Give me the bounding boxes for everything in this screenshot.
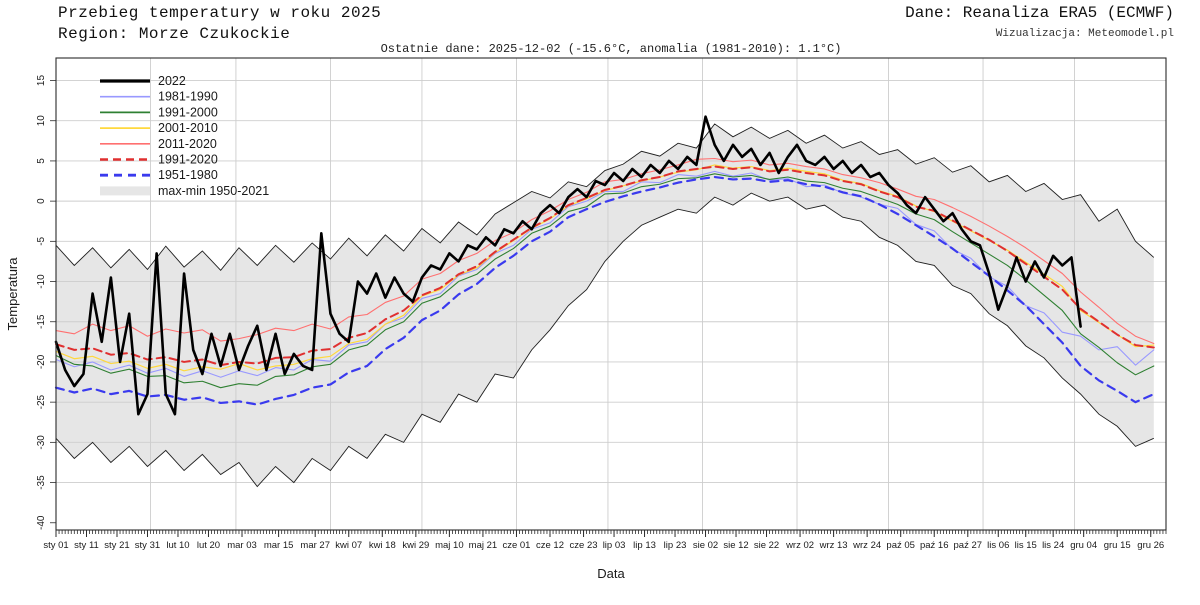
- y-tick-label: -20: [36, 354, 47, 369]
- region-subtitle: Region: Morze Czukockie: [58, 25, 291, 43]
- x-tick-label: cze 01: [502, 540, 530, 551]
- x-tick-label: kwi 07: [335, 540, 362, 551]
- series-layer: [54, 115, 1155, 416]
- x-tick-label: wrz 24: [852, 540, 881, 551]
- x-tick-label: sty 11: [74, 540, 99, 551]
- x-tick-label: cze 12: [536, 540, 564, 551]
- x-tick-label: cze 23: [570, 540, 598, 551]
- x-tick-label: lis 24: [1042, 540, 1064, 551]
- x-tick-label: paź 16: [920, 540, 949, 551]
- axis-ticks: [50, 80, 1167, 537]
- max-min-band: [56, 123, 1154, 487]
- y-tick-label: -15: [36, 314, 47, 329]
- grid-layer: [56, 58, 1166, 530]
- x-tick-label: wrz 02: [785, 540, 814, 551]
- series-line-1991-2020: [55, 165, 1155, 367]
- legend-item-label: 2011-2020: [158, 137, 217, 151]
- legend-item-label: 1991-2000: [158, 105, 218, 119]
- x-axis-label: Data: [597, 566, 625, 581]
- visualization-credit: Wizualizacja: Meteomodel.pl: [995, 28, 1174, 40]
- x-tick-label: mar 15: [264, 540, 294, 551]
- x-tick-label: sty 31: [135, 540, 160, 551]
- y-tick-label: -35: [36, 475, 47, 490]
- y-axis-label: Temperatura: [5, 257, 20, 331]
- y-tick-label: 0: [36, 198, 47, 204]
- last-data-subtitle: Ostatnie dane: 2025-12-02 (-15.6°C, anom…: [380, 42, 842, 56]
- x-tick-label: kwi 29: [402, 540, 429, 551]
- x-tick-label: sty 21: [104, 540, 129, 551]
- legend-item-label: 1951-1980: [158, 168, 218, 182]
- y-tick-label: -5: [36, 236, 47, 245]
- y-tick-label: -30: [36, 435, 47, 450]
- x-tick-label: sie 02: [693, 540, 718, 551]
- x-tick-label: gru 04: [1070, 540, 1097, 551]
- x-tick-label: sie 22: [754, 540, 779, 551]
- x-tick-label: lis 15: [1015, 540, 1037, 551]
- y-tick-label: -40: [36, 515, 47, 530]
- x-tick-label: lut 10: [166, 540, 189, 551]
- series-line-1951-1980: [54, 175, 1155, 406]
- legend-item-label: 1991-2020: [158, 153, 218, 167]
- y-tick-label: 15: [36, 75, 47, 87]
- x-tick-label: mar 27: [300, 540, 330, 551]
- x-tick-label: mar 03: [227, 540, 257, 551]
- data-source-label: Dane: Reanaliza ERA5 (ECMWF): [905, 4, 1174, 22]
- series-line-2011-2020: [55, 157, 1155, 345]
- x-tick-label: paź 05: [886, 540, 915, 551]
- x-tick-label: lip 13: [633, 540, 656, 551]
- x-tick-label: gru 26: [1137, 540, 1164, 551]
- x-tick-label: lip 03: [603, 540, 626, 551]
- legend-item-label: 1981-1990: [158, 90, 218, 104]
- y-tick-label: -10: [36, 274, 47, 289]
- band-min-line: [55, 192, 1154, 488]
- x-tick-label: maj 10: [435, 540, 464, 551]
- series-line-1991-2000: [55, 173, 1155, 389]
- x-tick-label: kwi 18: [369, 540, 396, 551]
- chart-title: Przebieg temperatury w roku 2025: [58, 4, 382, 22]
- y-tick-label: 10: [36, 115, 47, 127]
- x-tick-label: sty 01: [43, 540, 68, 551]
- legend-band-sample: [100, 186, 150, 196]
- x-tick-label: wrz 13: [819, 540, 848, 551]
- x-tick-label: lis 06: [987, 540, 1009, 551]
- x-tick-label: gru 15: [1104, 540, 1131, 551]
- x-tick-label: paź 27: [954, 540, 983, 551]
- series-line-2022: [54, 115, 1082, 416]
- x-tick-label: lip 23: [664, 540, 687, 551]
- band-max-line: [55, 123, 1155, 271]
- y-tick-label: -25: [36, 394, 47, 409]
- legend-item-label: max-min 1950-2021: [158, 184, 269, 198]
- x-tick-label: maj 21: [469, 540, 498, 551]
- legend-item-label: 2001-2010: [158, 121, 218, 135]
- x-tick-label: lut 20: [197, 540, 220, 551]
- x-tick-label: sie 12: [723, 540, 748, 551]
- legend-item-label: 2022: [158, 74, 186, 88]
- y-tick-label: 5: [36, 158, 47, 164]
